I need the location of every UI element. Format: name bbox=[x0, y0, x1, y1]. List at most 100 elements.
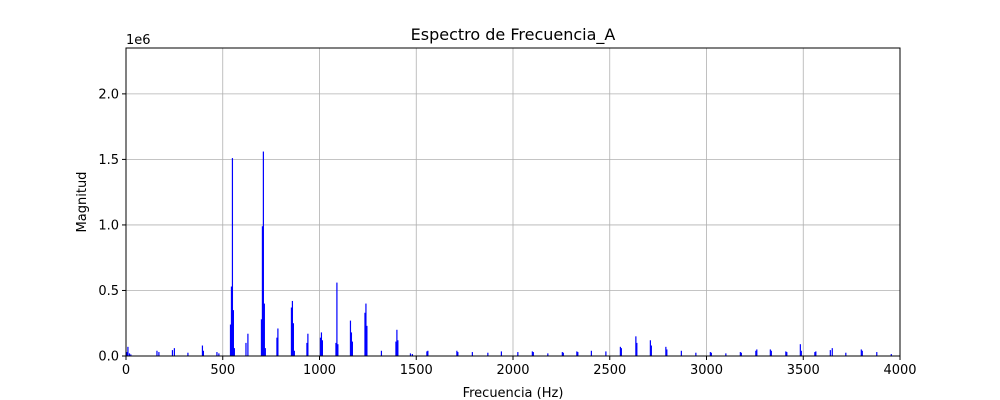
spectrum-bar bbox=[635, 336, 637, 356]
spectrum-bar bbox=[755, 350, 757, 356]
x-tick-label: 2500 bbox=[593, 363, 626, 378]
spectrum-bar bbox=[364, 312, 366, 356]
spectrum-bar bbox=[232, 310, 234, 356]
spectrum-bar bbox=[202, 350, 204, 356]
spectrum-bar bbox=[577, 352, 579, 356]
spectrum-bar bbox=[233, 348, 235, 356]
spectrum-bar bbox=[218, 353, 220, 356]
spectrum-bar bbox=[770, 350, 772, 356]
spectrum-bar bbox=[411, 354, 413, 356]
spectrum-bar bbox=[666, 349, 668, 356]
spectrum-bar bbox=[725, 353, 727, 356]
spectrum-bar bbox=[815, 351, 817, 356]
x-tick-label: 0 bbox=[122, 363, 130, 378]
spectrum-bar bbox=[876, 352, 878, 356]
spectrum-bar bbox=[291, 300, 294, 356]
spectrum-bar bbox=[264, 348, 266, 356]
spectrum-bar bbox=[532, 352, 534, 356]
spectrum-bar bbox=[650, 345, 652, 356]
spectrum-bar bbox=[126, 352, 128, 356]
x-tick-label: 1000 bbox=[303, 363, 336, 378]
spectrum-bar bbox=[814, 352, 816, 356]
spectrum-bar bbox=[471, 352, 473, 356]
spectrum-bar bbox=[531, 351, 533, 356]
spectrum-bar bbox=[649, 340, 651, 356]
spectrum-bar bbox=[187, 352, 189, 356]
x-tick-label: 4000 bbox=[883, 363, 916, 378]
spectrum-bar bbox=[245, 342, 247, 356]
y-tick-label: 1.0 bbox=[98, 218, 119, 233]
spectrum-bar bbox=[831, 348, 833, 356]
spectrum-bar bbox=[293, 350, 295, 356]
spectrum-bar bbox=[590, 350, 592, 356]
spectrum-bar bbox=[156, 350, 158, 356]
x-tick-label: 1500 bbox=[400, 363, 433, 378]
spectrum-bar bbox=[576, 351, 578, 356]
spectrum-bar bbox=[829, 350, 831, 356]
spectrum-bar bbox=[307, 333, 309, 356]
spectrum-bar bbox=[171, 350, 174, 356]
spectrum-bar bbox=[636, 342, 638, 356]
spectrum-bar bbox=[680, 350, 682, 356]
y-tick-label: 0.0 bbox=[98, 350, 119, 365]
spectrum-bar bbox=[456, 350, 458, 356]
spectrum-bar bbox=[785, 351, 787, 356]
spectrum-bar bbox=[335, 342, 337, 356]
spectrum-bar bbox=[427, 350, 429, 356]
x-tick-label: 3000 bbox=[690, 363, 723, 378]
spectrum-bar bbox=[710, 352, 712, 356]
spectrum-bar bbox=[799, 344, 801, 356]
spectrum-bar bbox=[173, 348, 175, 356]
spectrum-bar bbox=[890, 354, 892, 356]
spectrum-bar bbox=[695, 352, 697, 356]
spectrum-bar bbox=[247, 333, 249, 356]
spectrum-bar bbox=[739, 352, 741, 356]
spectrum-bar bbox=[263, 303, 265, 356]
y-tick-label: 2.0 bbox=[98, 87, 119, 102]
spectrum-bar bbox=[786, 352, 788, 356]
spectrum-bar bbox=[380, 350, 383, 356]
spectrum-bar bbox=[709, 352, 711, 356]
spectrum-bar bbox=[216, 352, 218, 356]
spectrum-bar bbox=[261, 226, 264, 356]
spectrum-bar bbox=[321, 340, 323, 356]
y-tick-label: 0.5 bbox=[98, 284, 119, 299]
spectrum-bar bbox=[292, 323, 294, 356]
spectrum-bar bbox=[756, 349, 758, 356]
x-tick-label: 3500 bbox=[787, 363, 820, 378]
spectrum-bar bbox=[860, 349, 862, 356]
spectrum-bar bbox=[397, 340, 399, 356]
spectrum-bar bbox=[351, 341, 353, 356]
spectrum-bar bbox=[547, 353, 549, 356]
spectrum-bar bbox=[319, 337, 322, 356]
spectrum-bar bbox=[306, 342, 308, 356]
spectrum-bar bbox=[619, 346, 621, 356]
spectrum-bar bbox=[262, 151, 264, 356]
spectrum-bar bbox=[336, 282, 338, 356]
spectrum-bar bbox=[337, 344, 339, 356]
spectrum-bar bbox=[320, 332, 323, 356]
spectrum-bar bbox=[500, 351, 502, 356]
spectrum-bar bbox=[740, 352, 742, 356]
spectrum-bar bbox=[665, 346, 667, 356]
y-axis-ticks: 0.0 0.5 1.0 1.5 2.0 bbox=[98, 87, 126, 365]
spectrum-bar bbox=[365, 303, 367, 356]
spectrum-bar bbox=[230, 286, 233, 356]
spectrum-bar bbox=[366, 325, 368, 356]
spectrum-bar bbox=[861, 350, 863, 356]
x-tick-label: 500 bbox=[210, 363, 235, 378]
spectrum-bar bbox=[260, 319, 263, 356]
spectrum-bar bbox=[800, 350, 802, 356]
spectrum-bar bbox=[276, 337, 278, 356]
y-axis-label: Magnitud bbox=[75, 172, 90, 233]
grid-lines bbox=[125, 48, 901, 357]
spectrum-bar bbox=[128, 353, 131, 356]
y-axis-offset-label: 1e6 bbox=[126, 33, 151, 48]
x-tick-label: 2000 bbox=[496, 363, 529, 378]
chart-title: Espectro de Frecuencia_A bbox=[411, 25, 616, 45]
x-axis-ticks: 0 500 1000 1500 2000 2500 3000 3500 4000 bbox=[122, 356, 917, 378]
spectrum-bar bbox=[229, 324, 232, 356]
spectrum-bar bbox=[396, 329, 398, 356]
spectrum-bar bbox=[561, 352, 563, 356]
